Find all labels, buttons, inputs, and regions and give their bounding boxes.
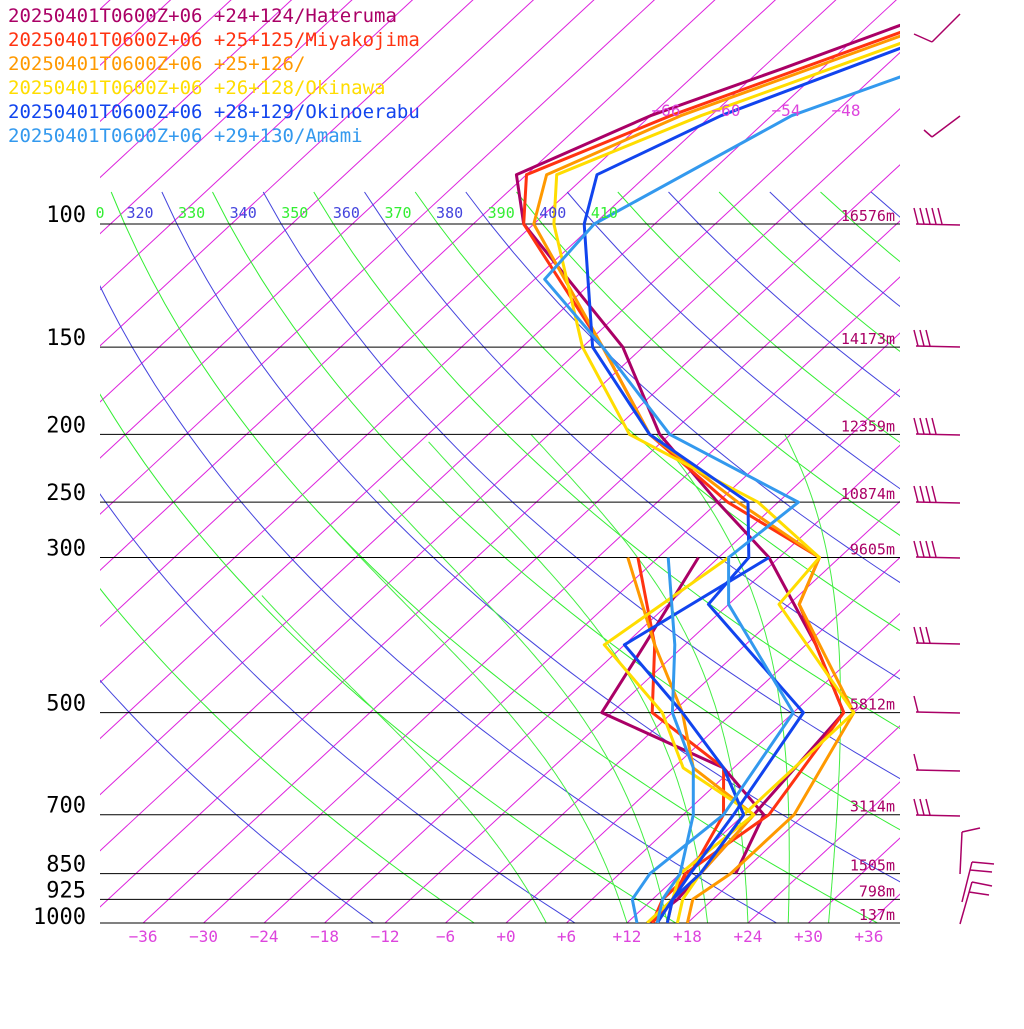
temperature-tick-label: +30 (794, 927, 823, 946)
temperature-tick-label: +0 (496, 927, 515, 946)
theta-label: 320 (126, 204, 153, 222)
pressure-tick-label: 200 (46, 413, 86, 438)
pressure-tick-label: 300 (46, 537, 86, 562)
temperature-tick-label: +6 (557, 927, 576, 946)
wind-barb (914, 14, 960, 42)
moist-adiabat-line (379, 490, 667, 923)
isotherm-line (506, 0, 1024, 923)
height-label: 798m (859, 882, 895, 900)
height-label: 1505m (850, 857, 895, 875)
theta-label: 360 (333, 204, 360, 222)
height-label: 9605m (850, 541, 895, 559)
pressure-tick-label: 500 (46, 692, 86, 717)
height-label: 12359m (841, 417, 895, 435)
pressure-tick-label: 925 (46, 878, 86, 903)
pressure-tick-label: 700 (46, 794, 86, 819)
isotherm-line (385, 0, 1024, 923)
theta-label: 400 (539, 204, 566, 222)
isotherm-label: −54 (772, 101, 801, 120)
wind-barbs (914, 14, 994, 924)
pressure-tick-label: 1000 (33, 905, 86, 930)
isentrope-line (770, 192, 1024, 938)
isotherm-line (808, 0, 1024, 923)
isentrope-line (567, 192, 1024, 938)
height-label: 137m (859, 906, 895, 924)
temperature-line (584, 0, 1024, 923)
wind-barb (914, 208, 960, 225)
isentrope-line (618, 192, 1024, 938)
isentrope-line (0, 192, 394, 938)
temperature-tick-label: −18 (310, 927, 339, 946)
legend-item: 20250401T0600Z+06 +25+125/Miyakojima (8, 28, 420, 52)
theta-label: 410 (591, 204, 618, 222)
height-label: 5812m (850, 696, 895, 714)
legend-item: 20250401T0600Z+06 +26+128/Okinawa (8, 76, 420, 100)
theta-label: 350 (281, 204, 308, 222)
temperature-tick-label: +24 (733, 927, 762, 946)
wind-barb (924, 116, 960, 137)
temperature-tick-label: −6 (436, 927, 455, 946)
height-label: 16576m (841, 207, 895, 225)
wind-barb (962, 862, 994, 902)
legend-item: 20250401T0600Z+06 +29+130/Amami (8, 124, 420, 148)
moist-adiabat-line (531, 434, 748, 923)
pressure-tick-label: 100 (46, 203, 86, 228)
pressure-tick-label: 250 (46, 481, 86, 506)
wind-barb (914, 418, 960, 435)
legend-item: 20250401T0600Z+06 +28+129/Okinoerabu (8, 100, 420, 124)
temperature-tick-label: +12 (613, 927, 642, 946)
theta-label: 380 (436, 204, 463, 222)
theta-label: 340 (230, 204, 257, 222)
theta-label: 370 (384, 204, 411, 222)
legend-item: 20250401T0600Z+06 +24+124/Hateruma (8, 4, 420, 28)
isotherm-line (929, 0, 1024, 923)
temperature-line (554, 0, 1024, 923)
isotherm-line (869, 0, 1024, 923)
theta-label: 390 (488, 204, 515, 222)
isentrope-line (821, 192, 1024, 938)
temperature-tick-label: −30 (189, 927, 218, 946)
wind-barb (914, 799, 960, 816)
legend-item: 20250401T0600Z+06 +25+126/ (8, 52, 420, 76)
height-label: 3114m (850, 798, 895, 816)
isentrope-line (517, 192, 1024, 938)
height-label: 10874m (841, 485, 895, 503)
wind-barb (914, 754, 960, 771)
temperature-tick-label: +18 (673, 927, 702, 946)
wind-barb (914, 627, 960, 644)
temperature-tick-label: −24 (250, 927, 279, 946)
moist-adiabat-line (429, 442, 708, 923)
isotherm-label: −48 (832, 101, 861, 120)
isotherm-label: −66 (652, 101, 681, 120)
temperature-line (516, 0, 1024, 923)
pressure-tick-label: 150 (46, 326, 86, 351)
theta-label: 330 (178, 204, 205, 222)
isentrope-line (0, 192, 599, 938)
isobar-lines (100, 224, 900, 923)
theta-label: 0 (95, 204, 104, 222)
wind-barb (914, 330, 960, 347)
wind-barb (914, 486, 960, 503)
sounding-lines (516, 0, 1024, 923)
wind-barb (914, 696, 960, 713)
temperature-tick-label: +36 (854, 927, 883, 946)
pressure-tick-label: 850 (46, 853, 86, 878)
height-label: 14173m (841, 330, 895, 348)
isotherm-line (566, 0, 1024, 923)
temperature-tick-label: −36 (129, 927, 158, 946)
wind-barb (914, 541, 960, 558)
temperature-tick-label: −12 (371, 927, 400, 946)
isotherm-label: −60 (712, 101, 741, 120)
isentrope-line (10, 192, 701, 938)
isentrope-line (669, 192, 1024, 938)
